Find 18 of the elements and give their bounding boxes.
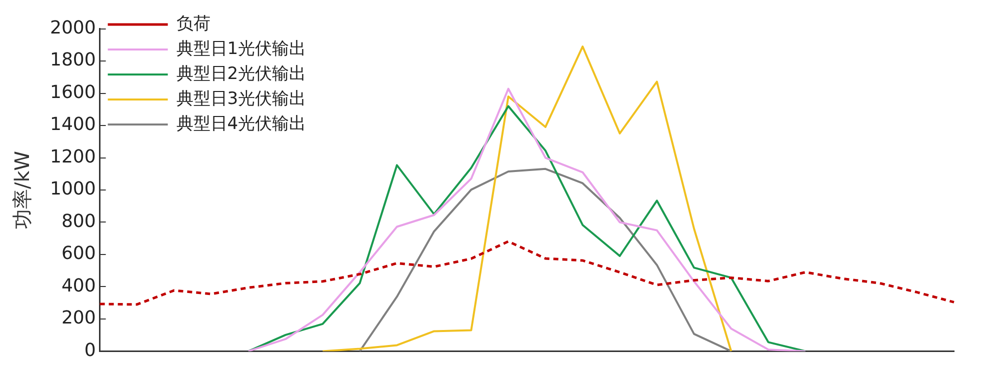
y-tick-label: 1800 [50, 50, 96, 71]
legend-label: 负荷 [176, 14, 210, 34]
y-tick-label: 1600 [50, 82, 96, 103]
y-tick-label: 2000 [50, 17, 96, 38]
y-tick-label: 1200 [50, 146, 96, 168]
y-tick-label: 1000 [50, 178, 96, 200]
y-axis-title: 功率/kW [10, 150, 34, 230]
y-tick-label: 0 [84, 340, 96, 361]
legend-label: 典型日4光伏输出 [176, 114, 306, 134]
y-tick-label: 200 [61, 308, 96, 329]
y-tick-label: 1400 [50, 114, 96, 136]
y-tick-label: 800 [61, 210, 96, 232]
y-tick-label: 600 [61, 243, 96, 264]
legend-label: 典型日1光伏输出 [176, 38, 306, 59]
legend-label: 典型日3光伏输出 [176, 88, 306, 109]
legend-label: 典型日2光伏输出 [176, 64, 306, 84]
line-series [98, 240, 956, 306]
y-tick-label: 400 [61, 275, 96, 296]
